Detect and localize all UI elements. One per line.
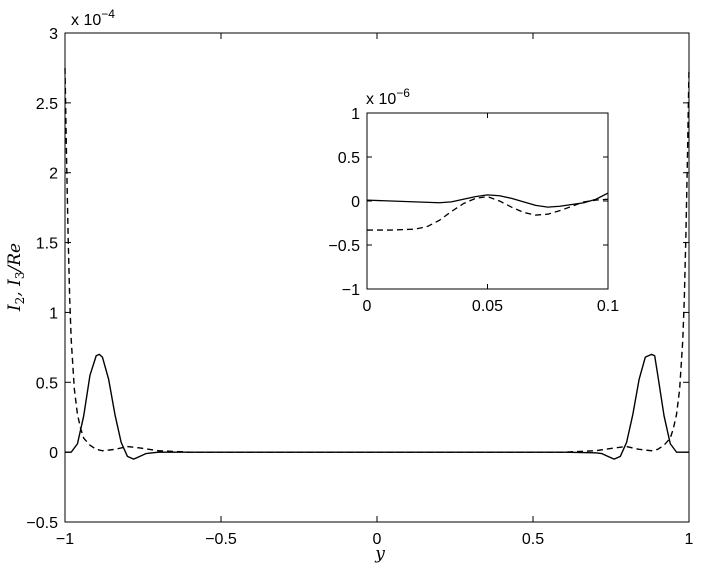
- main-y-axis-label: I2, I3/Re: [5, 243, 27, 312]
- main-x-tick-label: 0.5: [522, 531, 544, 548]
- main-y-exponent: −4: [101, 7, 115, 21]
- inset-x-tick-label: 0.05: [472, 298, 503, 315]
- main-series-group: [64, 67, 690, 460]
- inset-x-tick-label: 0: [363, 298, 372, 315]
- main-y-tick-label: −0.5: [26, 515, 58, 532]
- main-y-tick-label: 3: [49, 26, 58, 43]
- inset-x-tick-label: 0.1: [597, 298, 619, 315]
- main-y-tick-label: 2.5: [36, 96, 58, 113]
- inset-y-multiplier-base: x 10: [366, 91, 396, 108]
- main-tick-group: −1 −0.5 0 0.5 1−0.500.511.522.53: [26, 26, 693, 548]
- main-y-tick-label: 1: [49, 305, 58, 322]
- main-axes: −1 −0.5 0 0.5 1−0.500.511.522.53 x 10−4 y I2…: [5, 7, 694, 564]
- main-y-multiplier: x 10−4: [71, 7, 115, 29]
- main-y-multiplier-base: x 10: [71, 12, 101, 29]
- inset-series-solid-line: [366, 192, 609, 208]
- inset-y-tick-label: 1: [351, 106, 360, 123]
- inset-y-tick-label: −0.5: [328, 238, 360, 255]
- inset-series-group: [366, 192, 609, 231]
- main-x-tick-label: 1: [685, 531, 694, 548]
- inset-y-tick-label: 0.5: [338, 150, 360, 167]
- inset-y-multiplier: x 10−6: [366, 86, 410, 108]
- inset-y-exponent: −6: [396, 86, 410, 100]
- main-y-tick-label: 2: [49, 166, 58, 183]
- inset-series-dashed-line: [367, 195, 609, 231]
- main-series-dashed-line: [64, 67, 690, 453]
- main-y-tick-label: 0.5: [36, 375, 58, 392]
- main-x-tick-label: −1: [56, 531, 74, 548]
- main-y-tick-label: 1.5: [36, 236, 58, 253]
- inset-y-tick-label: −1: [342, 282, 360, 299]
- inset-y-tick-label: 0: [351, 194, 360, 211]
- main-y-tick-label: 0: [49, 445, 58, 462]
- main-x-tick-label: 0: [373, 531, 382, 548]
- main-x-axis-label: y: [374, 544, 385, 564]
- main-series-solid-line: [65, 353, 689, 460]
- main-x-tick-label: −0.5: [205, 531, 237, 548]
- inset-axes: 0 0.05 0.1 −1 −0.5 0 0.5 1 x 10−6: [328, 86, 619, 315]
- inset-tick-group: 0 0.05 0.1 −1 −0.5 0 0.5 1: [328, 106, 619, 315]
